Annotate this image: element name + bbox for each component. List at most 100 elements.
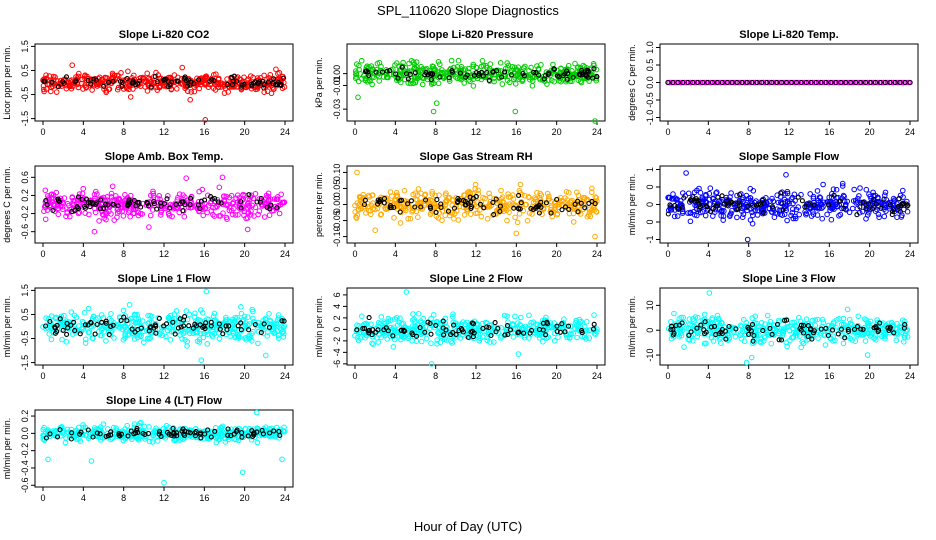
data-point-black <box>704 79 711 86</box>
data-point-black <box>803 79 809 86</box>
data-point <box>168 86 175 93</box>
data-point <box>167 337 174 343</box>
data-point <box>697 79 704 86</box>
data-point-black <box>209 196 215 202</box>
data-point <box>448 338 454 345</box>
data-point <box>53 89 60 95</box>
data-point <box>83 85 90 91</box>
data-point <box>396 63 403 69</box>
data-point <box>683 170 689 176</box>
y-axis-label: degrees C per min. <box>627 44 637 121</box>
data-point <box>826 194 833 201</box>
data-point <box>266 212 273 218</box>
data-point-black <box>42 79 48 85</box>
data-point-black <box>239 82 245 88</box>
data-point <box>460 67 467 73</box>
data-point <box>875 211 882 218</box>
data-point <box>807 191 814 197</box>
y-tick-label: 0 <box>332 327 342 332</box>
y-tick-label: 0.0 <box>20 427 30 440</box>
data-point <box>846 79 852 86</box>
x-tick-label: 0 <box>40 493 45 503</box>
highlight-points <box>43 192 280 215</box>
data-point-black <box>582 205 588 211</box>
x-tick-label: 20 <box>240 371 250 381</box>
data-point <box>47 202 53 209</box>
data-point <box>516 211 523 217</box>
data-point <box>362 75 369 81</box>
data-point <box>181 213 188 220</box>
data-point <box>244 226 251 233</box>
data-point <box>418 67 424 73</box>
x-tick-label: 0 <box>40 249 45 259</box>
data-point <box>856 193 862 199</box>
data-point <box>183 175 189 181</box>
x-tick-label: 12 <box>471 371 481 381</box>
x-tick-label: 0 <box>40 127 45 137</box>
data-point <box>63 339 70 345</box>
data-point <box>353 70 360 76</box>
data-point <box>550 208 557 215</box>
data-point-black <box>538 199 544 205</box>
data-point <box>114 72 121 79</box>
data-point <box>122 191 128 198</box>
data-point <box>486 190 492 197</box>
data-point-black <box>833 79 839 86</box>
data-point <box>266 311 272 317</box>
data-point <box>862 338 869 344</box>
data-point <box>429 188 435 195</box>
data-point-black <box>759 79 765 86</box>
data-point <box>839 183 846 189</box>
data-point-black <box>499 74 505 80</box>
x-tick-label: 16 <box>199 127 209 137</box>
data-point-black <box>55 196 61 202</box>
x-tick-label: 12 <box>159 371 169 381</box>
data-point <box>397 220 404 226</box>
data-point <box>538 192 545 199</box>
data-point <box>558 194 564 201</box>
data-point <box>574 65 581 71</box>
data-point-black <box>151 198 157 205</box>
data-point-black <box>144 200 151 206</box>
data-point <box>394 192 401 198</box>
data-point-black <box>423 197 429 203</box>
data-point <box>496 206 502 212</box>
data-point <box>419 81 426 88</box>
data-point <box>144 70 150 77</box>
data-point-black <box>670 79 676 86</box>
x-tick-label: 16 <box>511 127 521 137</box>
data-point-black <box>715 194 721 200</box>
data-point-black <box>425 72 431 78</box>
data-point-black <box>795 194 801 200</box>
data-point <box>53 189 60 196</box>
data-point-black <box>492 320 498 326</box>
x-tick-label: 16 <box>511 249 521 259</box>
data-point <box>211 213 218 219</box>
data-point-black <box>234 78 240 84</box>
y-tick-label: -0.5 <box>645 92 655 108</box>
data-point <box>694 212 700 219</box>
data-point-black <box>594 73 600 79</box>
data-point <box>551 338 558 344</box>
x-tick-label: 8 <box>433 127 438 137</box>
data-point <box>174 197 181 203</box>
data-point <box>407 215 414 222</box>
y-tick-label: 1.5 <box>20 284 30 297</box>
data-point <box>512 108 519 115</box>
data-point <box>245 314 251 321</box>
data-point <box>393 189 400 196</box>
data-point <box>544 81 550 87</box>
data-point <box>240 191 246 198</box>
y-tick-label: 0.5 <box>645 59 655 72</box>
x-tick-label: 8 <box>433 249 438 259</box>
data-point <box>439 217 445 224</box>
data-point-black <box>665 79 671 86</box>
x-tick-label: 0 <box>665 249 670 259</box>
data-point <box>713 190 719 196</box>
data-point <box>436 69 443 75</box>
data-point-black <box>769 79 775 86</box>
data-point-black <box>516 206 522 212</box>
data-point-black <box>88 81 94 87</box>
x-tick-label: 16 <box>199 371 209 381</box>
